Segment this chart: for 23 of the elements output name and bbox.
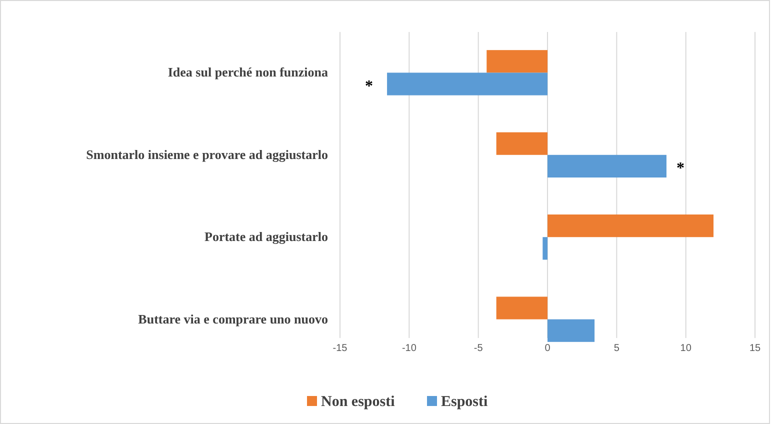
bar: [387, 72, 548, 96]
x-tick-label: 5: [614, 343, 620, 354]
x-tick-label: -15: [332, 343, 348, 354]
x-tick-label: -5: [474, 343, 484, 354]
bar: [548, 214, 714, 238]
bar: [486, 50, 548, 73]
annotation: *: [365, 78, 374, 95]
x-tick-label: 0: [544, 343, 551, 354]
x-tick-label: -10: [402, 343, 417, 354]
x-tick-label: 15: [749, 343, 761, 354]
legend-label: Non esposti: [321, 394, 395, 410]
y-tick-label: Portate ad aggiustarlo: [204, 229, 328, 244]
y-tick-label: Smontarlo insieme e provare ad aggiustarlo: [86, 146, 328, 162]
bar: [548, 154, 666, 178]
bar: [496, 132, 548, 155]
y-tick-label: Idea sul perché non funziona: [168, 64, 328, 80]
bar: [542, 237, 548, 260]
bar: [496, 296, 548, 320]
y-tick-label: Buttare via e comprare uno nuovo: [138, 311, 328, 326]
legend-label: Esposti: [441, 394, 488, 410]
x-tick-label: 10: [680, 343, 692, 354]
annotation: *: [676, 160, 684, 178]
bar: [548, 319, 595, 342]
